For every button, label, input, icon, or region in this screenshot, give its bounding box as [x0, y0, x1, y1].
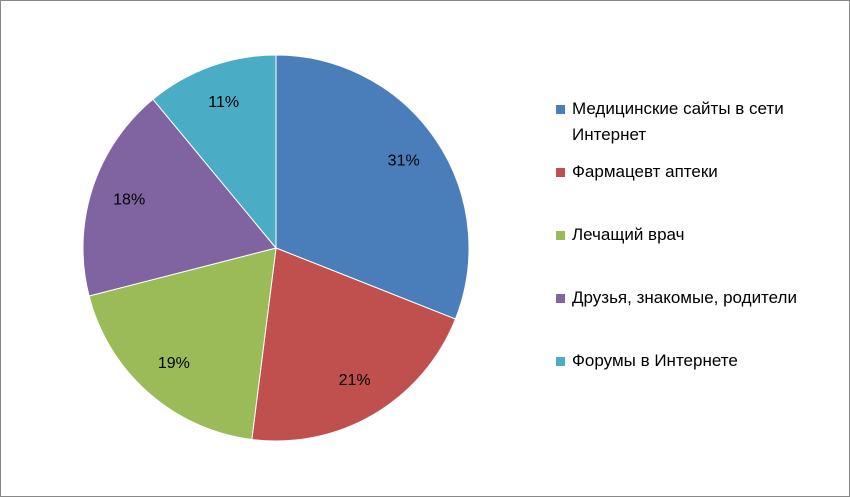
legend-item: Форумы в Интернете [556, 348, 846, 411]
legend-key [556, 294, 565, 303]
data-label: 19% [158, 355, 190, 372]
legend-label: Друзья, знакомые, родители [572, 288, 797, 307]
legend-label: Лечащий врач [572, 225, 685, 244]
data-label: 18% [113, 192, 145, 209]
legend-label: Медицинские сайты в сети Интернет [572, 99, 784, 144]
legend-key [556, 231, 565, 240]
legend-label: Фармацевт аптеки [572, 162, 718, 181]
pie-slice [82, 98, 277, 297]
legend-key [556, 168, 565, 177]
pie-slice [251, 247, 457, 442]
legend-item: Фармацевт аптеки [556, 159, 846, 222]
data-label: 31% [388, 152, 420, 169]
legend-item: Друзья, знакомые, родители [556, 285, 846, 348]
pie-slice [88, 247, 277, 441]
legend-item: Медицинские сайты в сети Интернет [556, 96, 846, 159]
legend-key [556, 105, 565, 114]
legend: Медицинские сайты в сети Интернет Фармаце… [556, 96, 846, 411]
data-label: 21% [339, 372, 371, 389]
data-label: 11% [208, 94, 239, 111]
legend-label: Форумы в Интернете [572, 351, 738, 370]
pie-slice [275, 54, 470, 320]
legend-item: Лечащий врач [556, 222, 846, 285]
legend-key [556, 357, 565, 366]
pie-slice [152, 54, 277, 250]
